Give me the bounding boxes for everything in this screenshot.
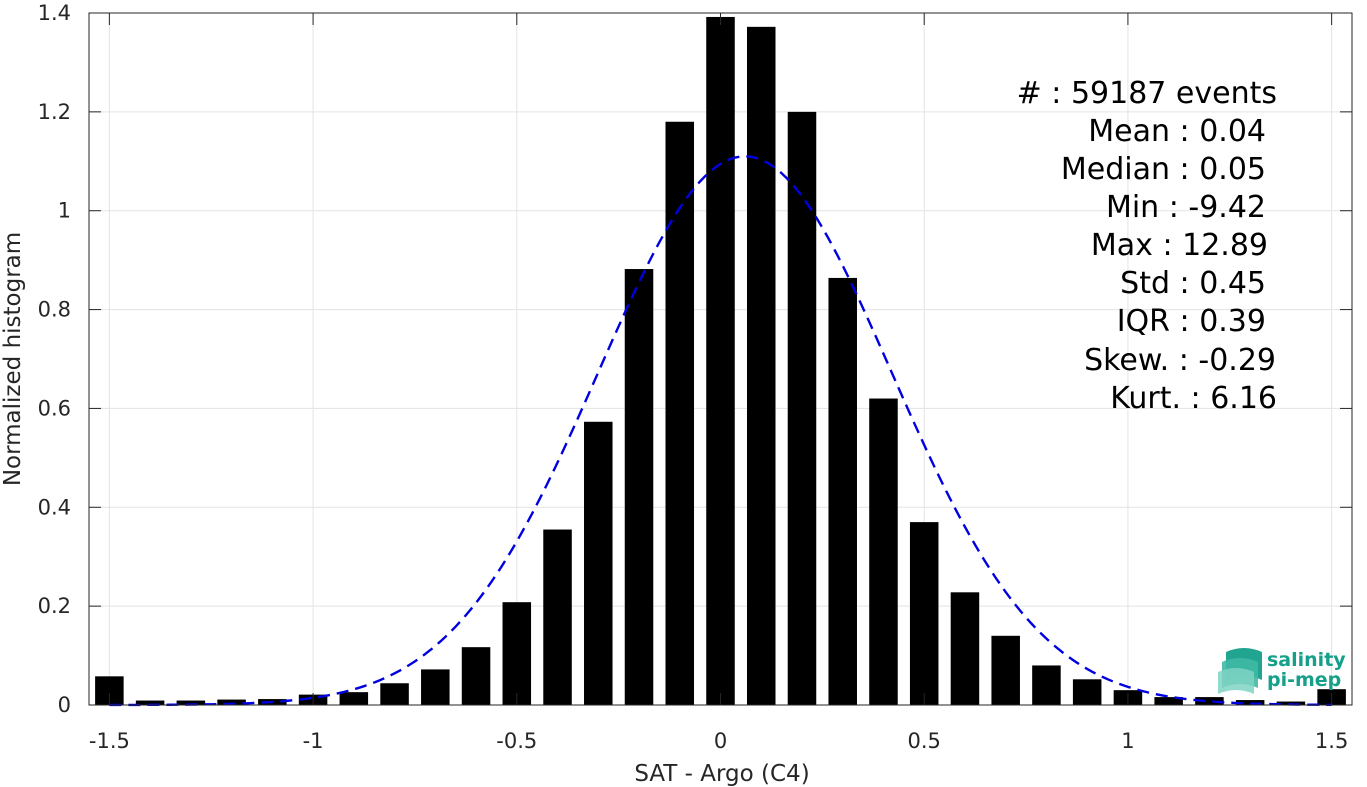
stat-kurt: Kurt. : 6.16	[1110, 381, 1277, 416]
bar	[665, 121, 695, 705]
bar	[1154, 697, 1183, 705]
x-tick-labels: -1.5 -1 -0.5 0 0.5 1 1.5	[89, 729, 1348, 753]
stat-median: Median : 0.05	[1061, 152, 1266, 187]
logo-line2: pi-mep	[1267, 669, 1341, 691]
stat-std: Std : 0.45	[1120, 266, 1266, 301]
y-axis-label: Normalized histogram	[0, 232, 26, 486]
bar	[584, 421, 613, 705]
bar	[787, 111, 817, 706]
bar	[991, 635, 1020, 705]
stat-max: Max : 12.89	[1091, 228, 1268, 263]
x-tick-label: 1.5	[1315, 729, 1348, 753]
stat-skew: Skew. : -0.29	[1084, 343, 1276, 378]
bar	[909, 522, 939, 705]
bar	[706, 16, 735, 706]
bar	[461, 647, 491, 705]
bar	[828, 277, 857, 705]
y-tick-label: 0.8	[38, 298, 71, 322]
y-tick-labels: 0 0.2 0.4 0.6 0.8 1 1.2 1.4	[38, 1, 71, 717]
y-tick-label: 1.2	[38, 100, 71, 124]
bar	[624, 269, 654, 705]
bar	[543, 529, 572, 705]
stat-iqr: IQR : 0.39	[1117, 304, 1266, 339]
bar	[746, 26, 776, 705]
bar	[869, 398, 898, 705]
x-tick-label: 0.5	[908, 729, 941, 753]
y-tick-label: 1.4	[38, 1, 71, 25]
bar	[176, 700, 206, 705]
bar	[339, 692, 369, 705]
logo-line1: salinity	[1267, 649, 1346, 671]
bar	[135, 700, 165, 705]
bar	[1032, 665, 1061, 705]
gaussian-fit-curve	[109, 155, 1332, 707]
wave-logo-icon	[1218, 648, 1262, 694]
bar	[217, 699, 246, 705]
y-tick-label: 0	[58, 693, 71, 717]
bar	[950, 592, 980, 705]
bar	[502, 602, 532, 705]
y-tick-label: 0.6	[38, 396, 71, 420]
stat-count: # : 59187 events	[1017, 76, 1277, 111]
y-tick-label: 0.2	[38, 594, 71, 618]
bar	[1072, 679, 1102, 705]
x-tick-label: -1	[303, 729, 324, 753]
bar	[380, 683, 409, 705]
x-tick-label: 1	[1121, 729, 1134, 753]
y-tick-label: 0.4	[38, 495, 71, 519]
histogram-bars	[95, 16, 1346, 706]
x-axis-label: SAT - Argo (C4)	[634, 761, 809, 787]
bar	[1235, 700, 1265, 705]
bar	[1195, 697, 1224, 705]
stats-box: # : 59187 events Mean : 0.04 Median : 0.…	[1017, 76, 1277, 416]
x-tick-label: -0.5	[496, 729, 537, 753]
bar	[421, 669, 450, 705]
x-tick-label: 0	[714, 729, 727, 753]
x-tick-label: -1.5	[89, 729, 130, 753]
y-tick-label: 1	[58, 199, 71, 223]
salinity-pi-mep-logo: salinity pi-mep	[1218, 648, 1346, 694]
stat-mean: Mean : 0.04	[1088, 114, 1266, 149]
plot-axes	[88, 12, 1353, 706]
stat-min: Min : -9.42	[1106, 190, 1266, 225]
